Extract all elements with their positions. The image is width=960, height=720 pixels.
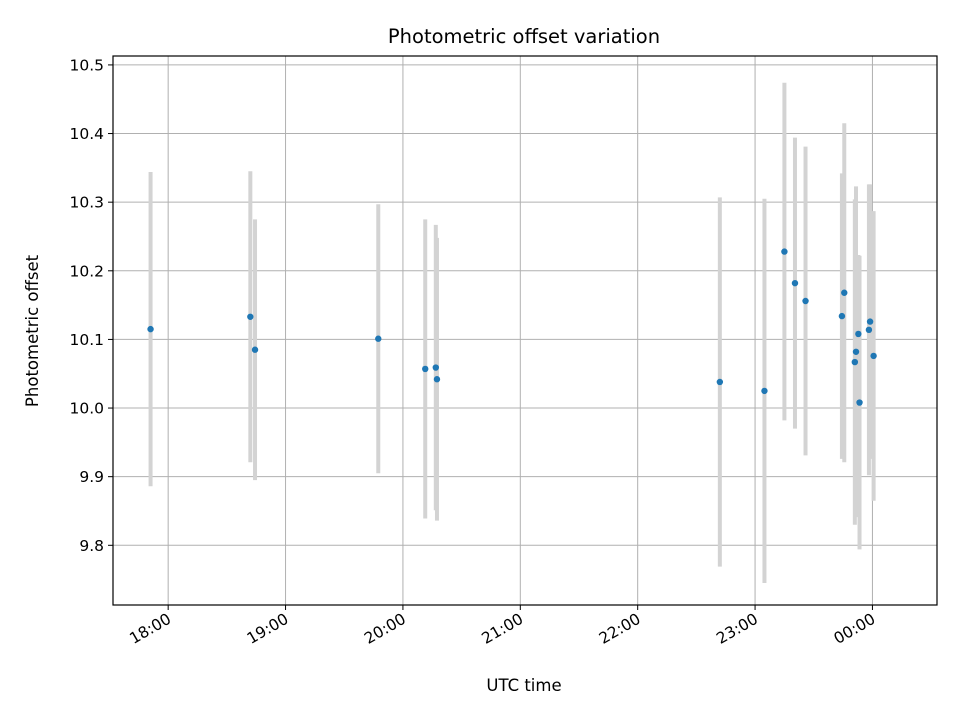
y-axis-ticks: 9.8 9.9 10.0 10.1 10.2 10.3 10.4 10.5 <box>69 56 113 555</box>
data-point <box>716 378 724 386</box>
chart-title: Photometric offset variation <box>388 25 660 48</box>
y-tick-label: 10.0 <box>69 400 104 418</box>
data-point <box>251 346 259 353</box>
data-point <box>247 313 254 320</box>
data-point <box>855 330 862 338</box>
y-tick-label: 10.5 <box>69 56 104 74</box>
data-point <box>841 289 848 296</box>
data-point <box>866 318 874 325</box>
data-point <box>147 325 154 333</box>
y-tick-label: 9.8 <box>79 537 104 555</box>
data-point <box>870 352 877 360</box>
data-point <box>761 387 768 395</box>
data-points <box>147 248 877 406</box>
data-point <box>422 365 429 373</box>
data-point <box>856 399 863 406</box>
y-axis-label: Photometric offset <box>23 254 42 407</box>
data-point <box>781 248 788 255</box>
y-tick-label: 10.4 <box>69 125 104 143</box>
y-tick-label: 9.9 <box>79 468 104 486</box>
data-point <box>375 335 382 342</box>
x-axis-label: UTC time <box>486 676 561 695</box>
data-point <box>433 376 441 383</box>
data-point <box>802 297 809 305</box>
y-tick-label: 10.2 <box>69 262 104 280</box>
data-point <box>432 364 439 371</box>
data-point <box>851 358 859 366</box>
y-tick-label: 10.1 <box>69 331 104 349</box>
plot-frame <box>112 55 938 606</box>
data-point <box>791 279 799 287</box>
y-tick-label: 10.3 <box>69 194 104 212</box>
data-point <box>865 326 873 334</box>
data-point <box>852 348 860 355</box>
data-point <box>838 312 846 320</box>
